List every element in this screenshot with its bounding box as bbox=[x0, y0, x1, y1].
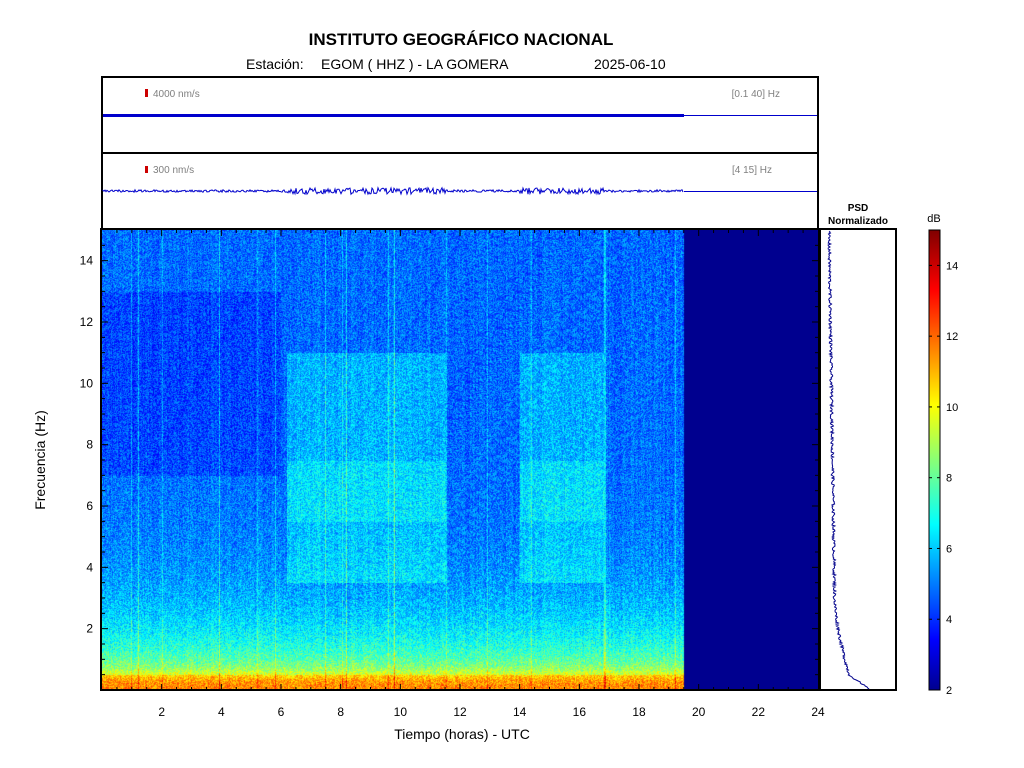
trace-2-scale-label: 300 nm/s bbox=[153, 165, 194, 176]
x-tick-label: 8 bbox=[337, 705, 344, 719]
psd-title-line2: Normalizado bbox=[828, 216, 888, 227]
y-tick-label: 6 bbox=[86, 499, 93, 513]
colorbar-tick-label: 4 bbox=[946, 614, 952, 626]
colorbar-tick-label: 14 bbox=[946, 260, 958, 272]
x-tick-label: 4 bbox=[218, 705, 225, 719]
trace-1-scale-bar bbox=[145, 89, 148, 97]
trace-1-signal bbox=[103, 114, 684, 117]
y-tick-label: 4 bbox=[86, 560, 93, 574]
x-tick-label: 22 bbox=[752, 705, 766, 719]
y-tick-label: 2 bbox=[86, 622, 93, 636]
y-tick-label: 12 bbox=[80, 315, 94, 329]
x-tick-label: 10 bbox=[394, 705, 408, 719]
trace-2-band-label: [4 15] Hz bbox=[732, 165, 772, 176]
x-tick-label: 16 bbox=[573, 705, 587, 719]
colorbar-tick-label: 6 bbox=[946, 543, 952, 555]
psd-panel: PSD Normalizado bbox=[819, 203, 897, 691]
y-axis-label: Frecuencia (Hz) bbox=[32, 410, 48, 510]
x-tick-label: 2 bbox=[158, 705, 165, 719]
date-label: 2025-06-10 bbox=[594, 56, 666, 72]
x-axis-label: Tiempo (horas) - UTC bbox=[394, 726, 530, 742]
y-tick-label: 8 bbox=[86, 438, 93, 452]
x-tick-label: 6 bbox=[278, 705, 285, 719]
trace-panel-1: 4000 nm/s [0.1 40] Hz bbox=[101, 76, 819, 154]
colorbar-tick-label: 10 bbox=[946, 402, 958, 414]
y-tick-label: 10 bbox=[80, 376, 94, 390]
figure-title: INSTITUTO GEOGRÁFICO NACIONAL bbox=[309, 30, 614, 49]
trace-1-band-label: [0.1 40] Hz bbox=[732, 89, 780, 100]
trace-1-scale-label: 4000 nm/s bbox=[153, 89, 200, 100]
station-name: EGOM ( HHZ ) - LA GOMERA bbox=[321, 56, 509, 72]
colorbar-gradient bbox=[928, 229, 941, 691]
spectrogram-canvas bbox=[102, 230, 818, 690]
colorbar-ticks: 2 4 6 8 10 12 14 bbox=[929, 260, 958, 697]
x-tick-label: 20 bbox=[692, 705, 706, 719]
colorbar-unit: dB bbox=[927, 213, 940, 225]
x-tick-label: 24 bbox=[811, 705, 825, 719]
psd-curve bbox=[827, 230, 870, 690]
y-tick-label: 14 bbox=[80, 254, 94, 268]
trace-panel-2: 300 nm/s [4 15] Hz bbox=[101, 152, 819, 230]
x-tick-label: 18 bbox=[632, 705, 646, 719]
colorbar: dB 2 4 6 8 10 12 14 bbox=[927, 213, 958, 697]
psd-title-line1: PSD bbox=[848, 203, 869, 214]
trace-2-signal bbox=[102, 186, 684, 196]
x-tick-label: 14 bbox=[513, 705, 527, 719]
station-label: Estación: bbox=[246, 56, 304, 72]
colorbar-tick-label: 8 bbox=[946, 473, 952, 485]
trace-2-scale-bar bbox=[145, 166, 148, 173]
colorbar-tick-label: 2 bbox=[946, 685, 952, 697]
x-tick-label: 12 bbox=[453, 705, 467, 719]
colorbar-tick-label: 12 bbox=[946, 331, 958, 343]
